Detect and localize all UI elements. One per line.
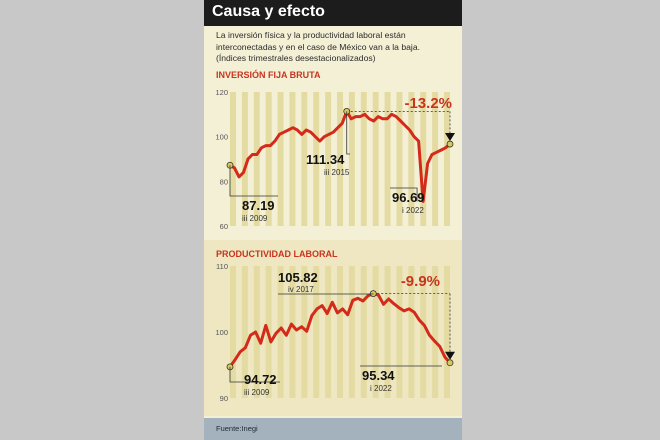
peak-value-label: 111.34	[306, 152, 345, 167]
grid-stripe	[301, 266, 308, 398]
grid-stripe	[289, 266, 296, 398]
end-leader-line	[390, 187, 418, 202]
start-date-label: iii 2009	[242, 214, 268, 223]
series-line	[228, 109, 452, 203]
peak-date-label: iii 2015	[324, 168, 350, 177]
grid-stripe	[420, 92, 427, 226]
grid-stripe	[265, 92, 272, 226]
grid-stripe	[432, 92, 439, 226]
percent-change-label: -13.2%	[404, 95, 452, 112]
grid-stripe	[230, 266, 236, 398]
grid-stripe	[384, 92, 391, 226]
grid-stripe	[360, 266, 367, 398]
units-note: (Índices trimestrales desestacionalizado…	[216, 53, 376, 63]
end-date-label: i 2022	[402, 206, 424, 215]
grid-stripe	[348, 92, 355, 226]
grid-stripe	[384, 266, 391, 398]
end-value-label: 95.34	[362, 368, 395, 383]
end-date-label: i 2022	[370, 384, 392, 393]
grid-stripe	[396, 92, 403, 226]
grid-stripe	[360, 92, 367, 226]
grid-stripe	[313, 266, 320, 398]
grid-stripe	[230, 92, 236, 226]
peak-value-label: 105.82	[278, 270, 318, 285]
start-date-label: iii 2009	[244, 388, 270, 397]
y-tick-label: 90	[220, 394, 228, 403]
grid-stripe	[432, 266, 439, 398]
y-tick-label: 120	[215, 88, 228, 97]
y-tick-label: 100	[215, 328, 228, 337]
grid-stripe	[420, 266, 427, 398]
investment-panel: INVERSIÓN FIJA BRUTA 120 100 80 60 -13.2% 111…	[204, 64, 462, 236]
productivity-panel: PRODUCTIVIDAD LABORAL 110 100 90 -9.9% 105.8…	[204, 240, 462, 416]
grid-stripe	[372, 92, 379, 226]
grid-stripe	[253, 92, 260, 226]
footer-bar: Fuente:Inegi	[204, 418, 462, 440]
end-value-label: 96.69	[392, 190, 425, 205]
y-tick-label: 100	[215, 133, 228, 142]
source-note: Fuente:Inegi	[216, 424, 258, 433]
peak-date-label: iv 2017	[288, 285, 314, 294]
grid-stripe	[241, 92, 248, 226]
grid-stripe	[348, 266, 355, 398]
y-tick-label: 60	[220, 222, 228, 231]
grid-stripe	[301, 92, 308, 226]
infographic-title: Causa y efecto	[212, 3, 325, 20]
start-value-label: 94.72	[244, 372, 277, 387]
grid-stripe	[444, 266, 450, 398]
grid-stripe	[408, 92, 415, 226]
y-tick-label: 80	[220, 177, 228, 186]
down-arrow-icon	[445, 133, 455, 142]
grid-stripe	[325, 266, 332, 398]
percent-change-label: -9.9%	[401, 273, 440, 290]
grid-stripe	[241, 266, 248, 398]
description-text: La inversión física y la productividad l…	[216, 30, 420, 52]
end-marker	[446, 359, 454, 367]
start-leader-line	[229, 165, 278, 197]
grid-stripe	[289, 92, 296, 226]
grid-stripe	[408, 266, 415, 398]
header-bar: Causa y efecto	[204, 0, 462, 26]
start-leader-line	[229, 366, 280, 383]
investment-chart-title: INVERSIÓN FIJA BRUTA	[216, 70, 321, 80]
grid-stripe	[396, 266, 403, 398]
grid-stripe	[337, 266, 343, 398]
end-marker	[446, 140, 454, 148]
grid-stripe	[325, 92, 332, 226]
grid-stripe	[372, 266, 379, 398]
infographic-card: Causa y efecto La inversión física y la …	[204, 0, 462, 440]
y-tick-label: 110	[216, 262, 228, 271]
grid-stripe	[277, 266, 284, 398]
peak-leader-line	[346, 111, 350, 155]
grid-stripe	[337, 92, 343, 226]
series-line	[228, 292, 452, 369]
grid-stripe	[444, 92, 450, 226]
grid-stripe	[277, 92, 284, 226]
productivity-chart-title: PRODUCTIVIDAD LABORAL	[216, 249, 338, 259]
grid-stripe	[313, 92, 320, 226]
down-arrow-icon	[445, 351, 455, 360]
start-value-label: 87.19	[242, 198, 275, 213]
